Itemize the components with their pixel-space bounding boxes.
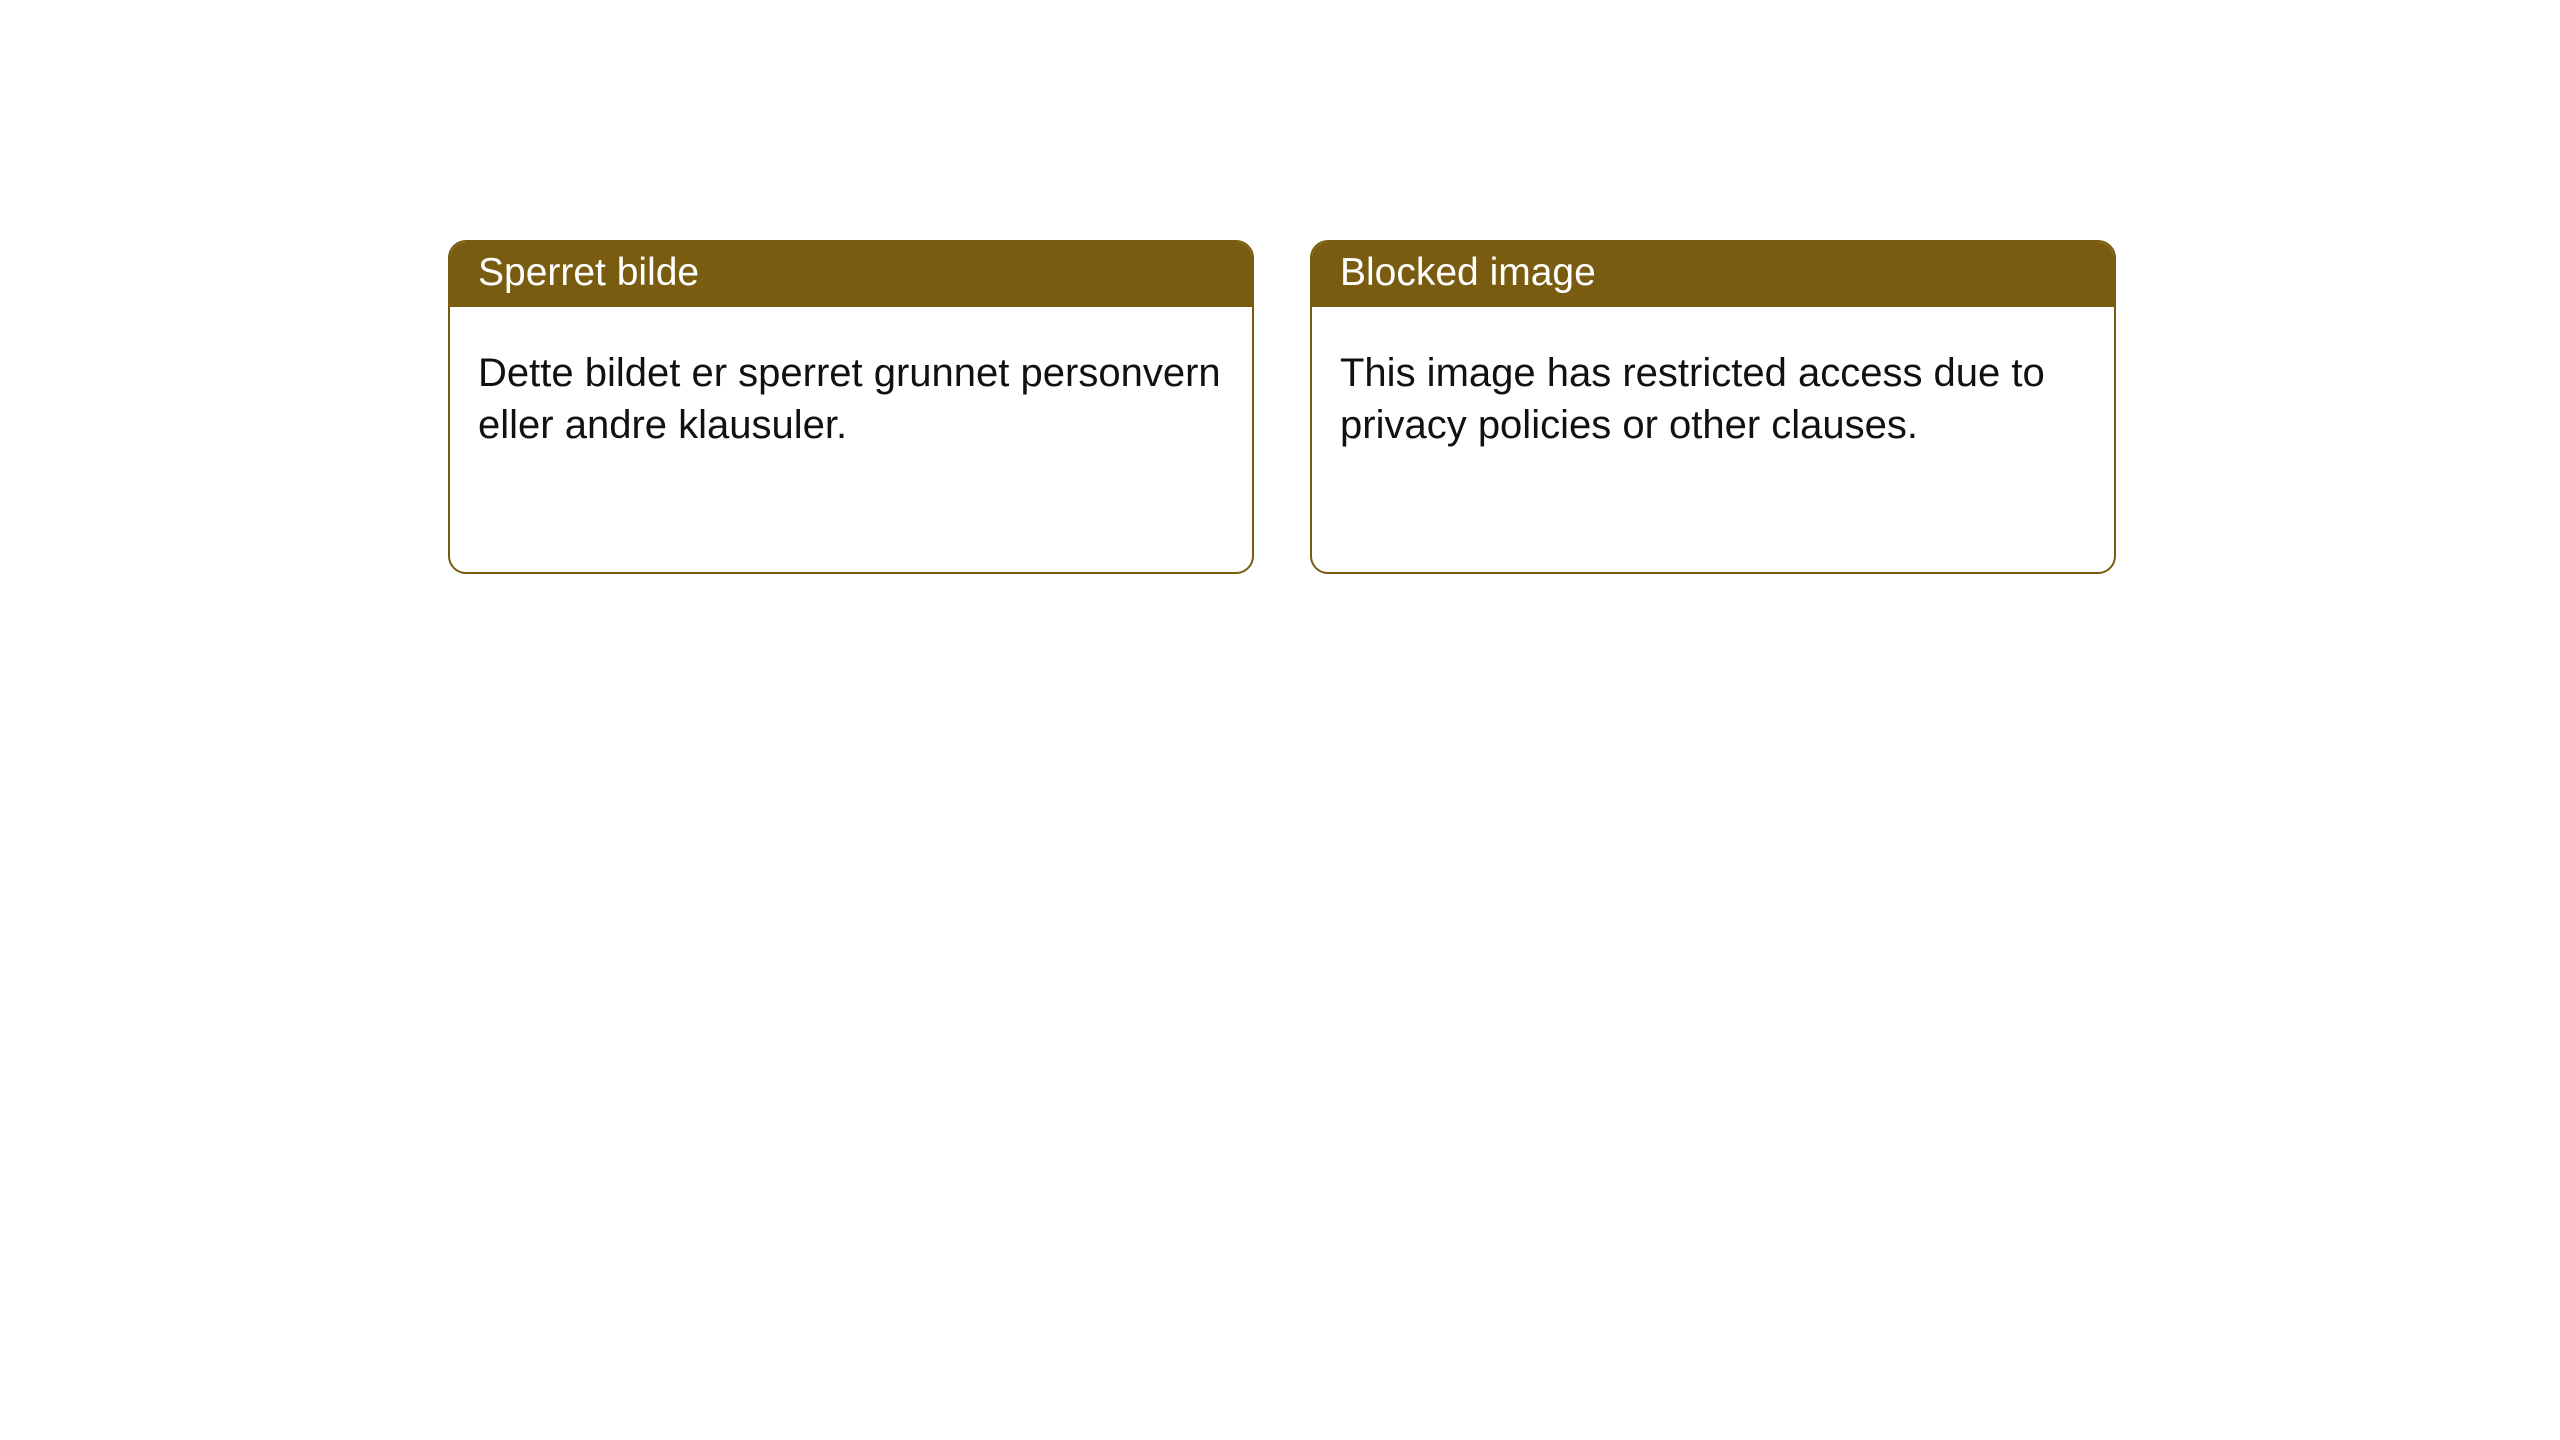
- notice-title-english: Blocked image: [1312, 242, 2114, 307]
- notice-container: Sperret bilde Dette bildet er sperret gr…: [0, 0, 2560, 574]
- notice-card-english: Blocked image This image has restricted …: [1310, 240, 2116, 574]
- notice-title-norwegian: Sperret bilde: [450, 242, 1252, 307]
- notice-card-norwegian: Sperret bilde Dette bildet er sperret gr…: [448, 240, 1254, 574]
- notice-body-norwegian: Dette bildet er sperret grunnet personve…: [450, 307, 1252, 479]
- notice-body-english: This image has restricted access due to …: [1312, 307, 2114, 479]
